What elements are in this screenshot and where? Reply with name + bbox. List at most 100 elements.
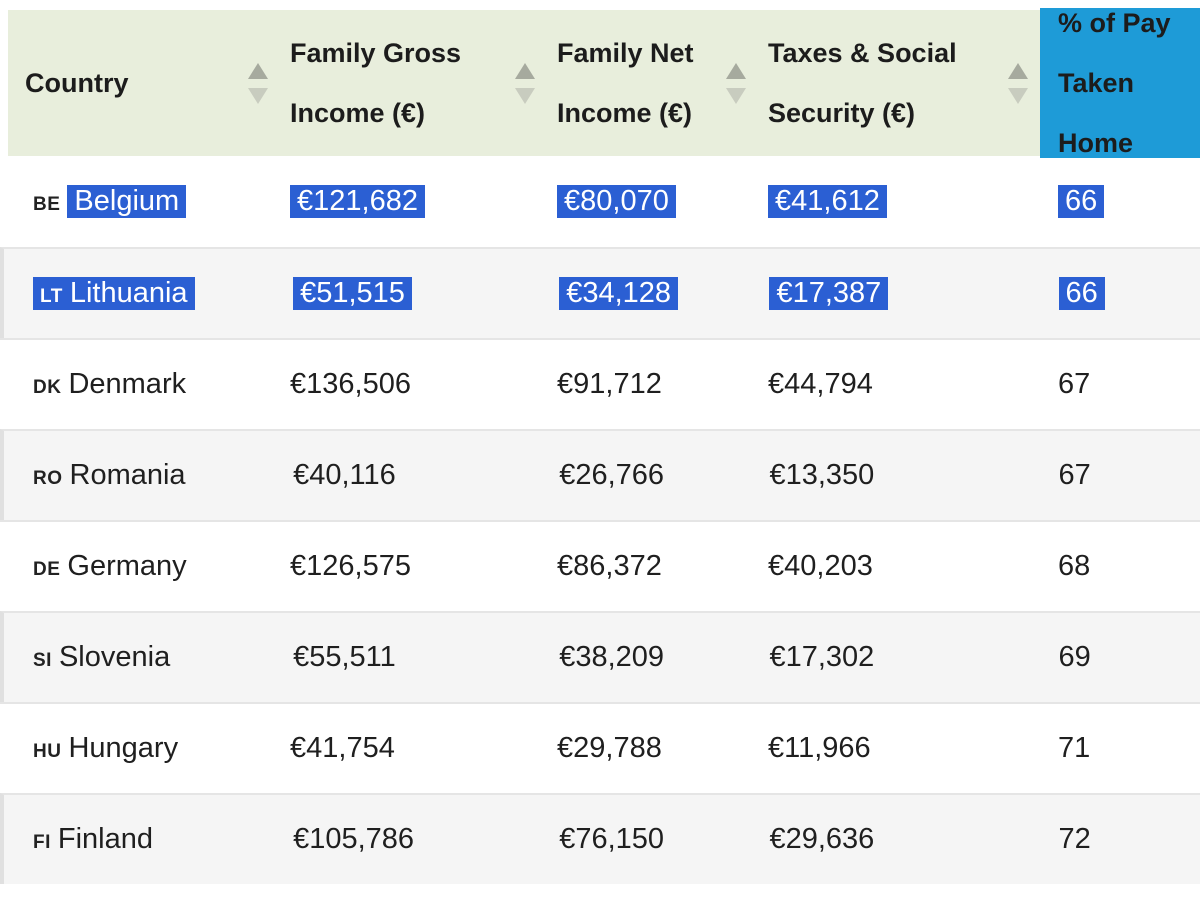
cell-net-income: €80,070 [547, 185, 758, 218]
cell-value: 68 [1058, 550, 1091, 582]
cell-gross-income: €40,116 [283, 459, 549, 492]
cell-value: €105,786 [293, 823, 415, 855]
sort-control-net[interactable] [726, 62, 746, 104]
table-row: SI Slovenia €55,511 €38,209 €17,302 69 [0, 611, 1200, 702]
cell-value: €55,511 [293, 641, 396, 673]
sort-desc-icon[interactable] [726, 87, 746, 104]
cell-gross-income: €105,786 [283, 823, 549, 856]
cell-value: €80,070 [557, 185, 676, 218]
cell-value: €41,754 [290, 732, 395, 764]
sort-desc-icon[interactable] [515, 87, 535, 104]
cell-value: 66 [1058, 277, 1105, 310]
country-code: SI [33, 650, 52, 671]
cell-value: 66 [1058, 185, 1105, 218]
cell-country: DE Germany [0, 550, 280, 583]
table-row: DE Germany €126,575 €86,372 €40,203 68 [0, 520, 1200, 611]
cell-net-income: €34,128 [549, 277, 759, 310]
table-row: LT Lithuania €51,515 €34,128 €17,387 66 [0, 247, 1200, 338]
cell-net-income: €86,372 [547, 550, 758, 583]
cell-taxes: €29,636 [759, 823, 1040, 856]
cell-pct-take-home: 66 [1041, 277, 1200, 310]
selected-text: LT Lithuania [33, 277, 195, 310]
cell-value: €40,203 [768, 550, 873, 582]
cell-pct-take-home: 67 [1041, 459, 1200, 492]
cell-value: €44,794 [768, 368, 873, 400]
cell-value: €91,712 [557, 368, 662, 400]
cell-value: €17,302 [769, 641, 875, 673]
country-name: Denmark [68, 368, 187, 400]
table-header-row: Country Family Gross Income (€) Family N… [8, 8, 1200, 158]
cell-value: 72 [1058, 823, 1091, 855]
cell-country: DK Denmark [0, 368, 280, 401]
cell-gross-income: €55,511 [283, 641, 549, 674]
cell-gross-income: €121,682 [280, 185, 547, 218]
cell-gross-income: €126,575 [280, 550, 547, 583]
column-header-taxes[interactable]: Taxes & Social Security (€) [758, 10, 1040, 156]
cell-taxes: €17,302 [759, 641, 1040, 674]
sort-control-country[interactable] [248, 62, 268, 104]
column-header-pct-label: % of Pay Taken Home [1058, 8, 1171, 158]
cell-value: €51,515 [293, 277, 412, 310]
cell-value: €26,766 [559, 459, 665, 491]
cell-country: BE Belgium [0, 185, 280, 218]
column-header-gross-label: Family Gross Income (€) [290, 38, 462, 128]
column-header-pct-take-home[interactable]: % of Pay Taken Home [1040, 8, 1200, 158]
cell-country: SI Slovenia [4, 641, 283, 674]
sort-desc-icon[interactable] [1008, 87, 1028, 104]
cell-value: €17,387 [769, 277, 889, 310]
cell-gross-income: €41,754 [280, 732, 547, 765]
table-row: RO Romania €40,116 €26,766 €13,350 67 [0, 429, 1200, 520]
column-header-gross-income[interactable]: Family Gross Income (€) [280, 10, 547, 156]
country-name: Lithuania [69, 277, 188, 309]
cell-value: 67 [1058, 368, 1091, 400]
cell-country: HU Hungary [0, 732, 280, 765]
cell-value: €86,372 [557, 550, 662, 582]
cell-value: €13,350 [769, 459, 875, 491]
cell-taxes: €11,966 [758, 732, 1040, 765]
cell-value: €29,636 [769, 823, 875, 855]
cell-taxes: €17,387 [759, 277, 1040, 310]
sort-desc-icon[interactable] [248, 87, 268, 104]
country-code: RO [33, 468, 63, 489]
cell-country: RO Romania [4, 459, 283, 492]
country-name: Romania [69, 459, 186, 491]
column-header-net-income[interactable]: Family Net Income (€) [547, 10, 758, 156]
cell-taxes: €40,203 [758, 550, 1040, 583]
cell-value: €121,682 [290, 185, 425, 218]
country-name: Slovenia [58, 641, 171, 673]
cell-country: FI Finland [4, 823, 283, 856]
cell-pct-take-home: 69 [1041, 641, 1200, 674]
cell-pct-take-home: 71 [1040, 732, 1200, 765]
cell-value: €136,506 [290, 368, 411, 400]
cell-value: €38,209 [559, 641, 665, 673]
cell-net-income: €29,788 [547, 732, 758, 765]
country-code: DE [33, 559, 61, 580]
cell-value: €41,612 [768, 185, 887, 218]
column-header-country[interactable]: Country [8, 10, 280, 156]
cell-net-income: €91,712 [547, 368, 758, 401]
cell-value: 71 [1058, 732, 1091, 764]
cell-gross-income: €136,506 [280, 368, 547, 401]
column-header-country-label: Country [25, 68, 129, 98]
column-header-taxes-label: Taxes & Social Security (€) [768, 38, 957, 128]
country-name: Hungary [68, 732, 179, 764]
cell-net-income: €76,150 [549, 823, 759, 856]
cell-value: €29,788 [557, 732, 662, 764]
sort-asc-icon[interactable] [515, 62, 535, 79]
sort-asc-icon[interactable] [248, 62, 268, 79]
cell-gross-income: €51,515 [283, 277, 549, 310]
sort-asc-icon[interactable] [1008, 62, 1028, 79]
cell-country: LT Lithuania [4, 277, 283, 310]
table-row: HU Hungary €41,754 €29,788 €11,966 71 [0, 702, 1200, 793]
sort-control-gross[interactable] [515, 62, 535, 104]
sort-control-taxes[interactable] [1008, 62, 1028, 104]
sort-asc-icon[interactable] [726, 62, 746, 79]
country-name: Belgium [67, 185, 187, 218]
table-body: BE Belgium €121,682 €80,070 €41,612 66 LT Lithu… [0, 156, 1200, 884]
cell-value: €76,150 [559, 823, 665, 855]
cell-value: €126,575 [290, 550, 411, 582]
table-row: DK Denmark €136,506 €91,712 €44,794 67 [0, 338, 1200, 429]
cell-pct-take-home: 68 [1040, 550, 1200, 583]
cell-taxes: €13,350 [759, 459, 1040, 492]
